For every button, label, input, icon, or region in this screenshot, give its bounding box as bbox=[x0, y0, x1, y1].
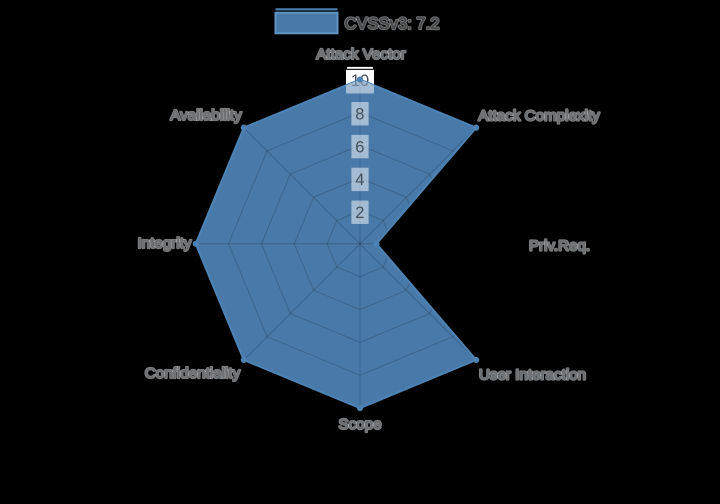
radial-tick-labels: 2 4 6 8 bbox=[351, 102, 369, 224]
tick-label: 8 bbox=[355, 106, 364, 124]
grid-ring bbox=[293, 177, 427, 311]
axis-label-user-interaction: User Interaction bbox=[479, 366, 586, 383]
axis-label-confidentiality: Confidentiality bbox=[145, 365, 241, 382]
axis-label-attack-vector-halo: Attack Vector bbox=[316, 46, 405, 63]
grid-ring bbox=[228, 111, 492, 376]
axis-label-availability: Availability bbox=[170, 107, 242, 124]
grid-ring bbox=[260, 144, 460, 343]
tick-10-box-edge bbox=[347, 66, 373, 69]
axis-label-confidentiality-halo: Confidentiality bbox=[145, 365, 241, 382]
vertex-marker bbox=[356, 76, 364, 83]
axis-label-attack-vector: Attack Vector bbox=[316, 46, 405, 63]
vertex-marker bbox=[356, 404, 364, 412]
grid-spoke bbox=[359, 127, 477, 245]
tick-label: 6 bbox=[355, 138, 364, 156]
series-fill bbox=[195, 79, 477, 409]
grid-spoke bbox=[243, 243, 361, 361]
legend-label: CVSSv3: 7.2 bbox=[344, 14, 439, 33]
vertex-marker bbox=[473, 356, 480, 364]
tick-label: 2 bbox=[355, 204, 364, 222]
tick-box bbox=[351, 167, 369, 192]
tick-box bbox=[351, 134, 369, 159]
tick-box bbox=[351, 200, 369, 224]
axis-label-attack-complexity: Attack Complexity bbox=[478, 107, 600, 124]
grid-spoke bbox=[243, 127, 361, 245]
vertex-marker bbox=[240, 124, 247, 131]
axis-label-scope: Scope bbox=[338, 416, 381, 433]
grid-spoke bbox=[359, 243, 477, 361]
radial-tick-10-overlay: 10 bbox=[346, 72, 374, 94]
legend-swatch bbox=[274, 11, 339, 35]
axis-label-priv-req--halo: Priv.Req. bbox=[529, 237, 590, 254]
axis-label-user-interaction-halo: User Interaction bbox=[479, 366, 586, 383]
axis-label-availability-halo: Availability bbox=[170, 107, 242, 124]
tick-box bbox=[351, 102, 369, 126]
legend-label-halo: CVSSv3: 7.2 bbox=[344, 14, 439, 33]
axis-label-priv-req-: Priv.Req. bbox=[529, 237, 590, 254]
vertex-marker bbox=[473, 124, 480, 131]
tick-label-10-muted: 10 bbox=[351, 72, 369, 90]
tick-label: 4 bbox=[355, 171, 364, 189]
series-polygon-fill bbox=[195, 79, 477, 409]
axis-label-integrity: Integrity bbox=[137, 235, 191, 252]
vertex-marker bbox=[240, 356, 247, 364]
axis-label-integrity-halo: Integrity bbox=[137, 235, 191, 252]
tick-10-box-tint bbox=[346, 79, 374, 94]
grid-ring bbox=[326, 210, 394, 278]
axis-label-scope-halo: Scope bbox=[338, 416, 381, 433]
vertex-marker bbox=[192, 240, 199, 247]
legend-swatch-top-edge bbox=[275, 8, 338, 11]
axis-label-attack-complexity-halo: Attack Complexity bbox=[478, 107, 600, 124]
vertex-marker bbox=[373, 240, 380, 247]
vertex-markers bbox=[192, 76, 480, 412]
